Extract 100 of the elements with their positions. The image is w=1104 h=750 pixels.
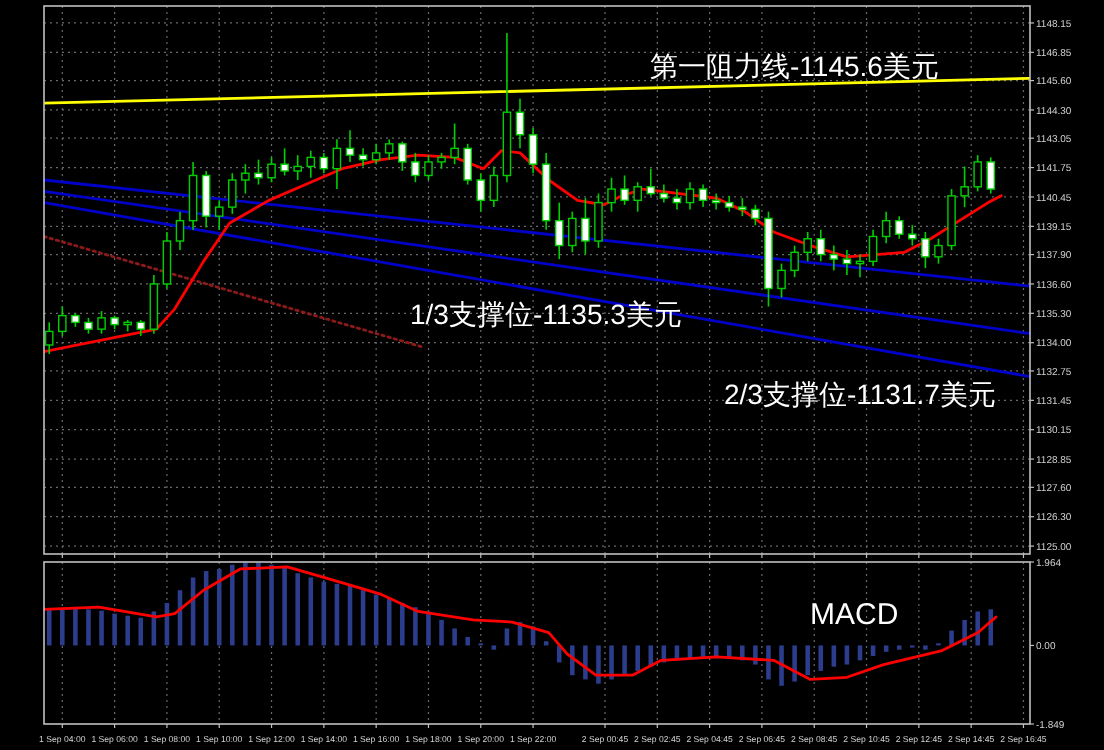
candlestick [345, 129, 355, 163]
candlestick [986, 156, 996, 195]
candlestick [214, 199, 224, 231]
bar [452, 628, 457, 646]
candlestick [581, 197, 590, 256]
bar [282, 566, 287, 646]
candlestick [816, 228, 826, 263]
candlestick [777, 262, 786, 299]
candlestick [398, 140, 407, 172]
bar [779, 645, 784, 686]
candlestick [829, 244, 839, 272]
bar [73, 607, 78, 646]
candlestick [44, 321, 54, 355]
bar [805, 645, 810, 676]
bar [295, 573, 300, 646]
candlestick [280, 147, 289, 177]
bar [766, 645, 771, 680]
bar [46, 609, 52, 646]
bar [308, 577, 314, 646]
bar [216, 568, 222, 646]
candlestick [358, 147, 368, 168]
candlestick [868, 228, 878, 267]
bar [975, 611, 980, 646]
bar [439, 619, 444, 646]
bar [949, 630, 954, 646]
candlestick [371, 143, 381, 165]
bar [622, 645, 627, 676]
bar [386, 598, 392, 646]
candlestick [960, 165, 969, 208]
bar [883, 645, 889, 652]
candlestick [254, 158, 263, 186]
candlestick [881, 210, 891, 245]
annotation: 第一阻力线-1145.6美元 [650, 50, 939, 82]
bar [230, 564, 235, 646]
bar [413, 607, 418, 646]
bar [988, 609, 994, 646]
candlestick [201, 170, 211, 229]
annotation: MACD [810, 598, 899, 632]
candlestick [384, 138, 394, 161]
bar [596, 645, 601, 684]
candlestick [319, 152, 329, 175]
candlestick [672, 188, 682, 211]
candlestick [188, 161, 198, 231]
candlestick [934, 237, 943, 265]
candlestick [803, 231, 812, 263]
bar [86, 609, 91, 646]
bar [125, 615, 130, 646]
candlestick [908, 224, 917, 247]
candlestick [293, 154, 302, 181]
bar [112, 613, 117, 646]
candlestick [554, 201, 564, 260]
candlestick [450, 122, 459, 165]
candlestick [515, 97, 525, 150]
candlestick [973, 154, 982, 193]
candlestick [842, 249, 852, 276]
candlestick [241, 163, 250, 195]
candlestick [528, 127, 538, 175]
candlestick [162, 231, 172, 290]
annotation: 2/3支撑位-1131.7美元 [724, 378, 996, 410]
candlestick [267, 156, 276, 184]
bar [256, 562, 261, 646]
candlestick [332, 138, 342, 190]
bar [138, 617, 144, 646]
candlestick [594, 192, 603, 249]
candlestick [607, 176, 616, 213]
candlestick [228, 172, 237, 215]
candlestick [751, 204, 760, 226]
bar [609, 645, 614, 680]
candlestick [568, 210, 577, 254]
candlestick [489, 165, 499, 208]
candlestick [620, 174, 629, 206]
bar [831, 645, 837, 667]
candlestick [921, 231, 930, 269]
candlestick [659, 183, 669, 204]
bar [60, 608, 65, 646]
bar [870, 645, 876, 657]
bar [426, 611, 431, 646]
candlestick [894, 215, 904, 240]
candlestick [476, 172, 486, 213]
candlestick [463, 143, 472, 186]
candlestick [97, 310, 106, 335]
bar [243, 562, 248, 646]
candlestick [790, 244, 799, 278]
candlestick [424, 154, 433, 181]
bar [400, 602, 405, 646]
bar [818, 645, 824, 671]
candlestick [646, 167, 656, 197]
bar [792, 645, 797, 682]
candlestick [149, 274, 159, 335]
candlestick [685, 181, 695, 211]
candlestick [698, 183, 708, 208]
bar [844, 645, 850, 665]
candlestick [738, 197, 747, 217]
candlestick [633, 181, 642, 213]
bar [269, 564, 274, 646]
bar [465, 636, 470, 646]
bar [635, 645, 640, 671]
candlestick [58, 305, 67, 337]
candlestick [411, 152, 420, 184]
bar [99, 610, 104, 646]
